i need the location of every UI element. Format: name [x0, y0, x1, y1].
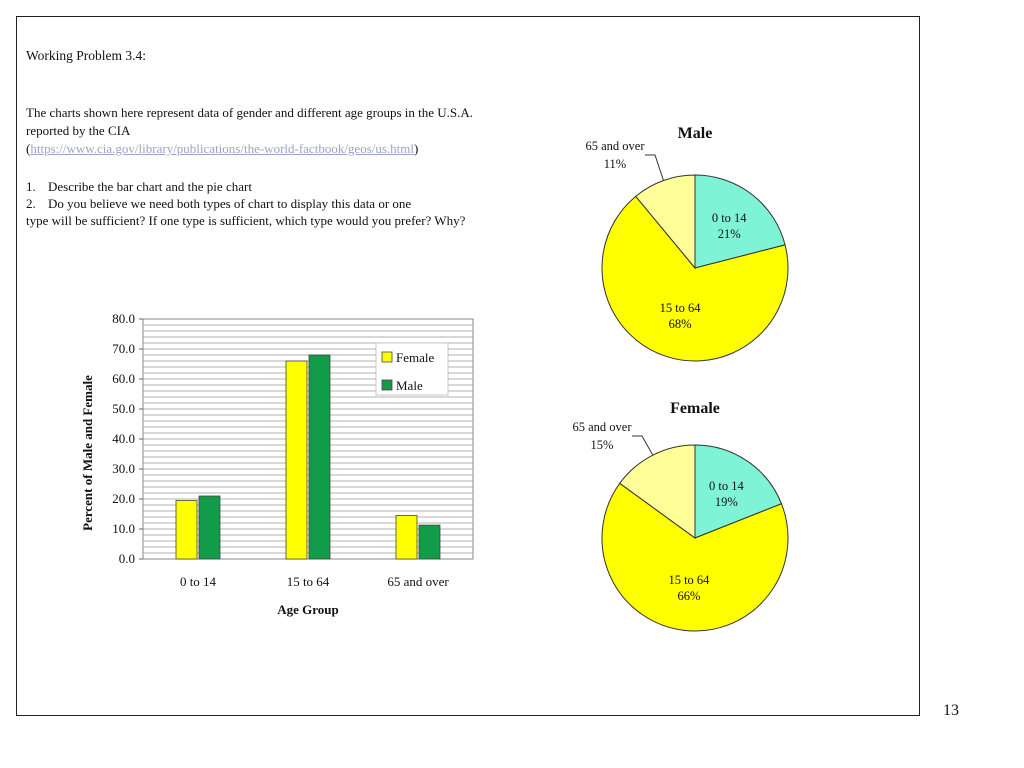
- question-list: 1. Describe the bar chart and the pie cha…: [26, 178, 566, 229]
- source-link[interactable]: https://www.cia.gov/library/publications…: [30, 141, 415, 156]
- pie-slice-2: [635, 174, 696, 270]
- source-open-paren: (: [26, 141, 31, 156]
- slice-label: 65 and over: [585, 139, 645, 153]
- y-tick-label: 60.0: [112, 371, 135, 386]
- bar-male-0: [198, 495, 221, 560]
- y-tick-label: 20.0: [112, 491, 135, 506]
- y-tick-label: 80.0: [112, 311, 135, 326]
- question-number: 1.: [26, 179, 36, 194]
- y-tick-label: 40.0: [112, 431, 135, 446]
- y-tick-label: 0.0: [119, 551, 135, 566]
- leader-line: [632, 435, 654, 456]
- pie-title: Female: [670, 400, 720, 417]
- legend-label: Female: [396, 350, 434, 365]
- slice-pct-label: 66%: [677, 589, 700, 603]
- bar-male-1: [308, 354, 331, 560]
- slice-pct-label: 15%: [591, 438, 614, 452]
- y-tick-label: 10.0: [112, 521, 135, 536]
- slice-pct-label: 21%: [718, 227, 741, 241]
- legend-swatch-male: [381, 379, 393, 391]
- pie-slice-1: [601, 482, 789, 632]
- bar-chart: 0.0 10.0 20.0 30.0 40.0 50.0 60.0 70.0 80.0 0 to …: [80, 311, 474, 617]
- legend-swatch-female: [381, 351, 393, 363]
- x-tick-label: 65 and over: [387, 574, 449, 589]
- slice-label: 15 to 64: [660, 301, 702, 315]
- y-tick-label: 70.0: [112, 341, 135, 356]
- x-tick-label: 15 to 64: [287, 574, 330, 589]
- slice-pct-label: 68%: [669, 317, 692, 331]
- pie-chart-female: Female 0 to 14 19% 15 to 64 66% 65 and over 15…: [572, 400, 789, 632]
- y-tick-label: 30.0: [112, 461, 135, 476]
- slice-label: 65 and over: [572, 420, 632, 434]
- question-number: 2.: [26, 196, 36, 211]
- bar-female-2: [395, 515, 418, 560]
- slice-label: 15 to 64: [668, 573, 710, 587]
- page-number: 13: [943, 702, 959, 719]
- pie-slice-0: [694, 174, 786, 269]
- problem-title: Working Problem 3.4:: [26, 48, 147, 63]
- y-axis-title: Percent of Male and Female: [80, 375, 95, 531]
- description-line: The charts shown here represent data of …: [26, 105, 474, 120]
- pie-chart-male: Male 0 to 14 21% 15 to 64 68% 65 and over 11%: [585, 125, 789, 362]
- question-text: Do you believe we need both types of cha…: [48, 196, 412, 211]
- pie-slice-1: [601, 195, 789, 362]
- bar-male-2: [418, 524, 441, 560]
- bar-female-1: [285, 360, 308, 560]
- leader-line: [645, 154, 664, 181]
- source-line: (https://www.cia.gov/library/publication…: [26, 140, 566, 158]
- pie-slice-0: [694, 444, 783, 539]
- y-tick-label: 50.0: [112, 401, 135, 416]
- question-item: 1. Describe the bar chart and the pie cha…: [26, 178, 566, 195]
- slice-pct-label: 11%: [604, 157, 626, 171]
- question-item: 2. Do you believe we need both types of c…: [26, 195, 566, 212]
- pie-slice-2: [619, 444, 696, 539]
- question-text: Describe the bar chart and the pie chart: [48, 179, 252, 194]
- description-line: reported by the CIA: [26, 123, 131, 138]
- source-close-paren: ): [414, 141, 419, 156]
- x-axis-title: Age Group: [277, 602, 339, 617]
- legend-label: Male: [396, 378, 423, 393]
- problem-description: The charts shown here represent data of …: [26, 104, 566, 158]
- slice-label: 0 to 14: [709, 479, 744, 493]
- bar-female-0: [175, 500, 198, 560]
- slide-frame: [16, 16, 920, 716]
- question-continuation: type will be sufficient? If one type is …: [26, 213, 466, 228]
- x-tick-label: 0 to 14: [180, 574, 217, 589]
- slice-pct-label: 19%: [715, 495, 738, 509]
- slice-label: 0 to 14: [712, 211, 747, 225]
- pie-title: Male: [678, 125, 713, 142]
